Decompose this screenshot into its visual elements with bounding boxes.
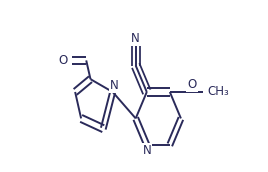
Text: N: N — [110, 79, 119, 92]
Text: O: O — [58, 54, 68, 67]
Text: N: N — [131, 32, 140, 45]
Text: N: N — [142, 144, 151, 157]
Text: O: O — [187, 78, 197, 91]
Text: CH₃: CH₃ — [207, 85, 229, 99]
